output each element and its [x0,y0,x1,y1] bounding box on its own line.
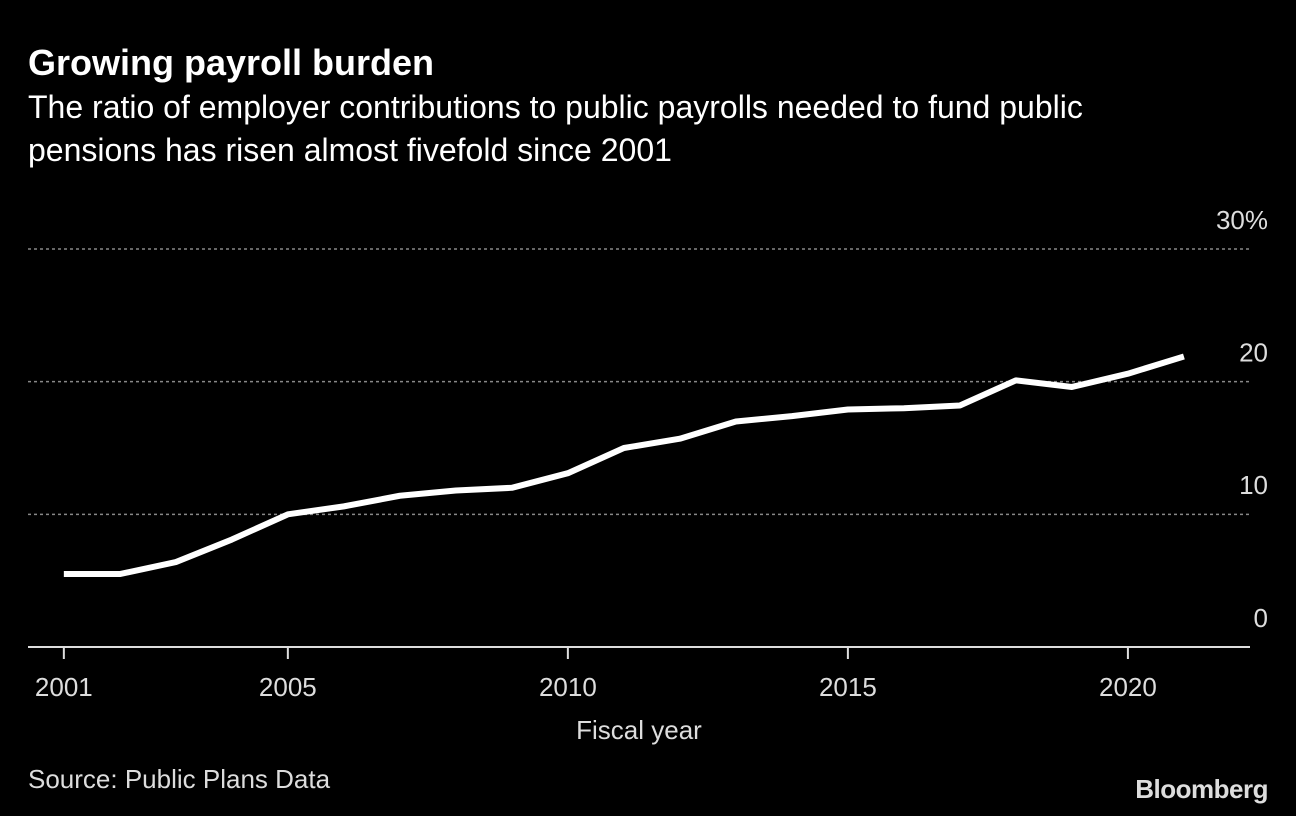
x-tick-label: 2001 [35,672,93,702]
source-note: Source: Public Plans Data [28,764,331,794]
x-tick-label: 2015 [819,672,877,702]
x-tick-label: 2020 [1099,672,1157,702]
x-axis-label: Fiscal year [576,715,702,745]
y-tick-label: 30% [1216,205,1268,235]
data-line [63,353,1185,578]
y-tick-label: 20 [1239,338,1268,368]
y-tick-label: 10 [1239,470,1268,500]
x-tick-label: 2010 [539,672,597,702]
y-tick-label: 0 [1254,603,1268,633]
brand-logo: Bloomberg [1135,774,1268,804]
chart-subtitle: The ratio of employer contributions to p… [28,89,1083,168]
x-tick-label: 2005 [259,672,317,702]
chart-title: Growing payroll burden [28,42,435,83]
